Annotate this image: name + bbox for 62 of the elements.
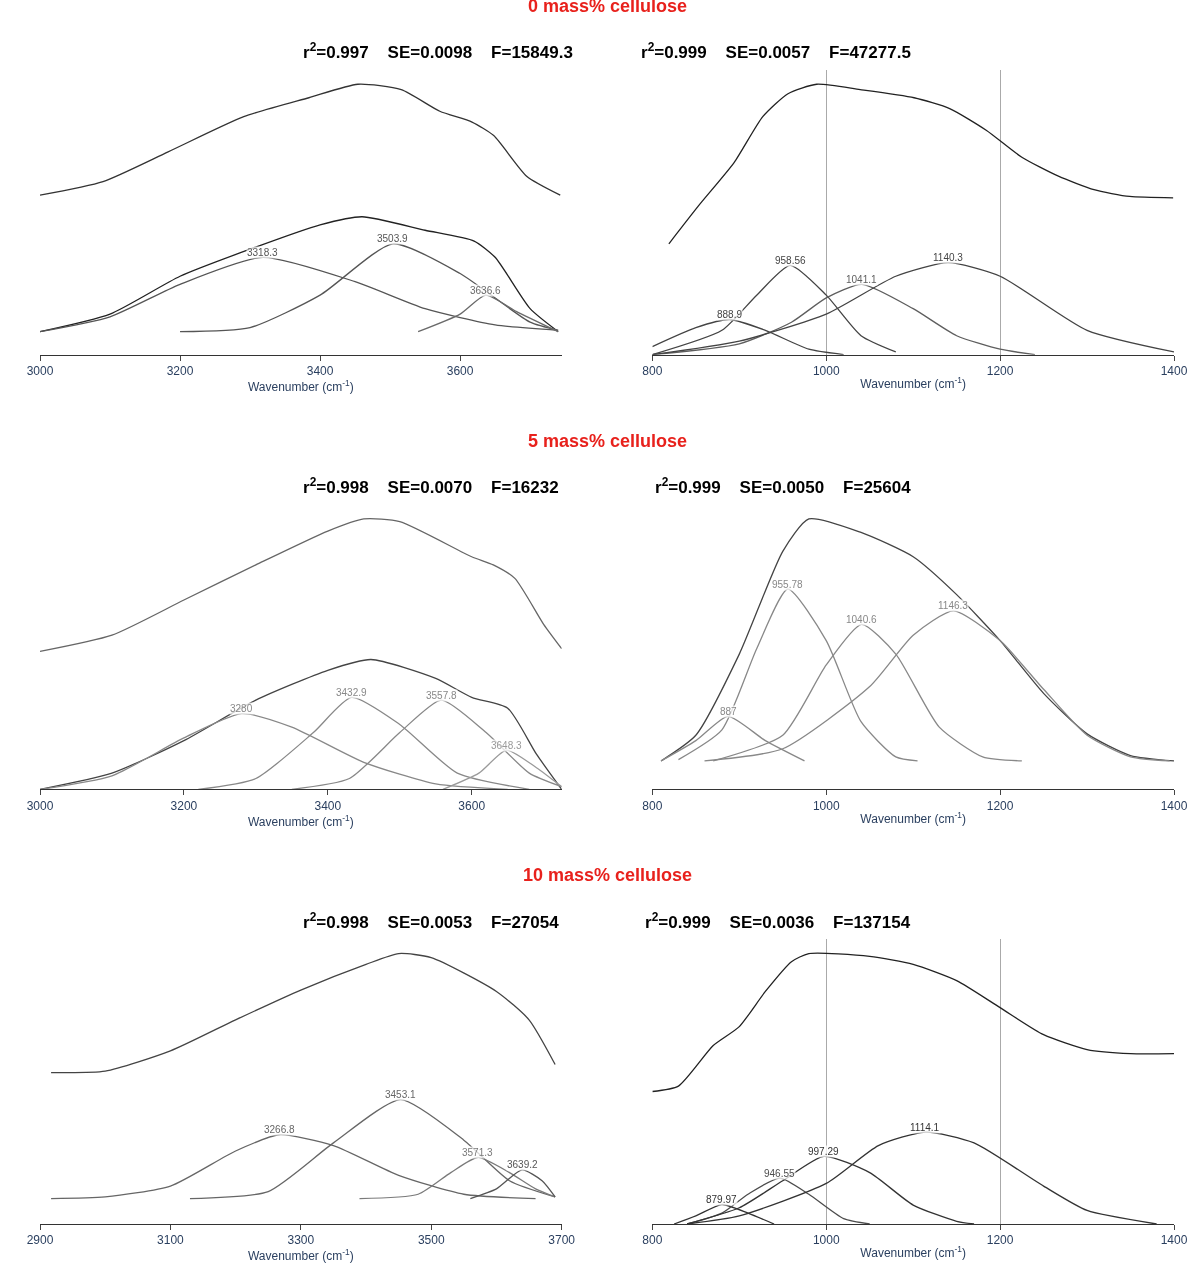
series-label: 887 [720,706,738,717]
x-tick-label: 3000 [26,364,54,379]
x-tick-label: 2900 [26,1233,54,1248]
x-tick-label: 1000 [812,1233,840,1248]
series-label: 955.78 [772,579,804,590]
series-label: 3432.9 [336,687,368,698]
series-label: 1114.1 [910,1122,940,1133]
x-tick-label: 3000 [26,798,54,813]
chart-title: r$^{2}$=0.999 SE=0.0050 F=25604 [655,475,912,498]
x-axis-title: Wavenumber (cm$^{-1}$) [860,374,967,391]
x-tick-label: 3300 [287,1233,315,1248]
series-label: 1140.3 [933,252,964,263]
text: 10 mass% cellulose [523,865,693,885]
text: 5 mass% cellulose [528,431,688,451]
x-axis-title: Wavenumber (cm$^{-1}$) [860,809,967,826]
series-label: 3280 [230,703,253,714]
series-label: 3266.8 [264,1124,296,1135]
x-tick-label: 800 [642,798,663,813]
chart-title: r$^{2}$=0.999 SE=0.0036 F=137154 [645,910,911,933]
x-tick-label: 800 [642,1233,663,1248]
x-tick-label: 800 [642,364,663,379]
x-tick-label: 1200 [986,798,1014,813]
x-tick-label: 1200 [986,364,1014,379]
series-label: 1041.1 [846,274,878,285]
series-label: 3639.2 [507,1159,539,1170]
series-label: 946.55 [764,1168,796,1179]
x-axis-title: Wavenumber (cm$^{-1}$) [247,812,354,829]
chart-title: r$^{2}$=0.999 SE=0.0057 F=47277.5 [641,40,911,63]
x-tick-label: 1200 [986,1233,1014,1248]
series-label: 997.29 [808,1146,840,1157]
x-tick-label: 3100 [157,1233,185,1248]
x-tick-label: 3200 [166,364,194,379]
x-axis-title: Wavenumber (cm$^{-1}$) [247,1247,354,1264]
chart-title: r$^{2}$=0.998 SE=0.0070 F=16232 [303,475,559,498]
x-axis-title: Wavenumber (cm$^{-1}$) [247,378,354,395]
x-tick-label: 1400 [1160,1233,1188,1248]
x-tick-label: 3400 [314,798,342,813]
x-tick-label: 3700 [548,1233,576,1248]
x-tick-label: 3200 [170,798,198,813]
series-label: 3318.3 [247,247,279,258]
series-label: 1146.3 [938,600,969,611]
series-label: 879.97 [706,1194,738,1205]
series-label: 3557.8 [426,690,458,701]
x-tick-label: 3400 [306,364,334,379]
x-tick-label: 1000 [812,798,840,813]
series-label: 3648.3 [491,740,523,751]
series-label: 3636.6 [470,285,502,296]
series-label: 3453.1 [385,1089,417,1100]
series-label: 3571.3 [462,1147,494,1158]
series-label: 3503.9 [377,233,409,244]
x-tick-label: 1000 [812,364,840,379]
x-tick-label: 1400 [1160,364,1188,379]
series-label: 958.56 [775,255,807,266]
x-tick-label: 3600 [458,798,486,813]
x-axis-title: Wavenumber (cm$^{-1}$) [860,1244,967,1261]
chart-title: r$^{2}$=0.997 SE=0.0098 F=15849.3 [303,40,573,63]
series-label: 888.9 [717,309,743,320]
x-tick-label: 3600 [446,364,474,379]
x-tick-label: 3500 [417,1233,445,1248]
x-tick-label: 1400 [1160,798,1188,813]
series-label: 1040.6 [846,614,878,625]
chart-title: r$^{2}$=0.998 SE=0.0053 F=27054 [303,910,560,933]
